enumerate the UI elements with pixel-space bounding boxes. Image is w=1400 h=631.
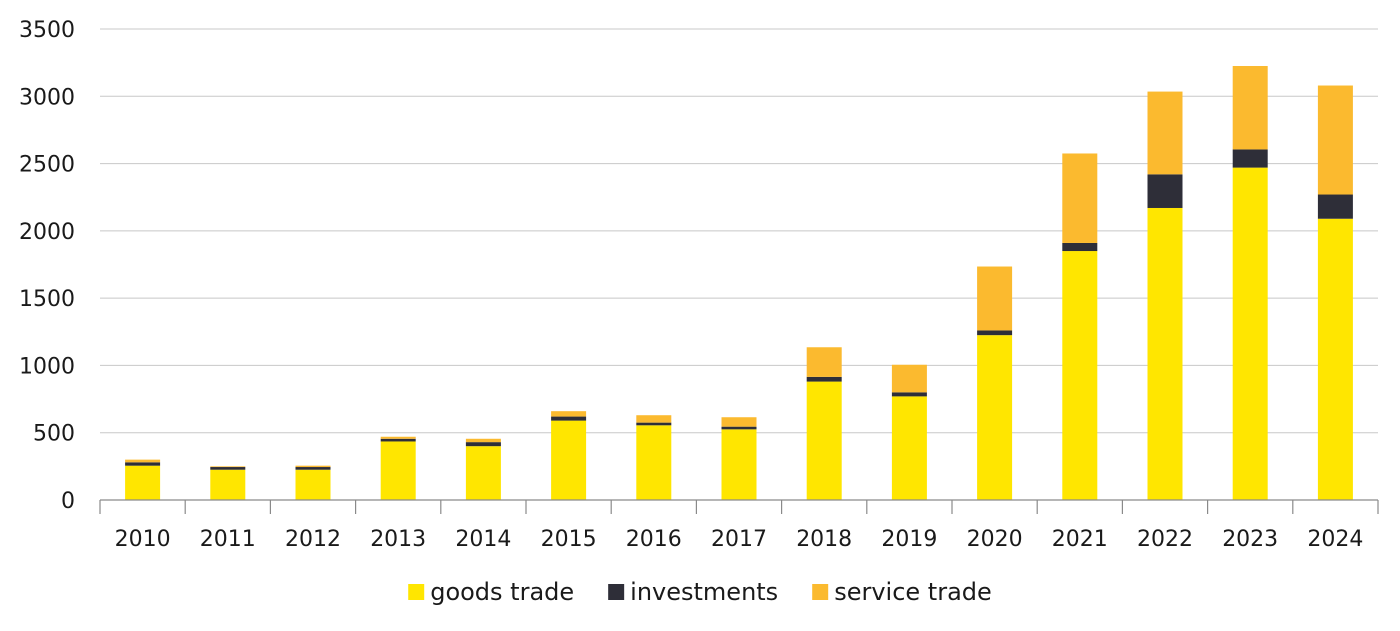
legend-label: goods trade: [430, 578, 574, 606]
bars: [125, 66, 1353, 501]
bar-service-trade-2024: [1317, 85, 1353, 195]
x-tick-label: 2013: [370, 527, 426, 552]
y-axis-tick-labels: 0 500 1000 1500 2000 2500 3000 3500: [19, 18, 75, 514]
x-tick-label: 2020: [967, 527, 1023, 552]
bar-service-trade-2010: [125, 459, 161, 463]
bar-group-2018: [806, 347, 842, 500]
bar-goods-trade-2017: [721, 429, 757, 500]
bar-investments-2021: [1062, 242, 1098, 252]
bar-group-2017: [721, 417, 757, 500]
bar-goods-trade-2012: [295, 469, 331, 500]
bar-investments-2020: [977, 330, 1013, 336]
gridlines: [100, 28, 1378, 434]
x-tick-label: 2018: [796, 527, 852, 552]
bar-investments-2016: [636, 422, 672, 426]
bar-group-2015: [551, 411, 587, 500]
y-tick-label: 1000: [19, 354, 75, 379]
bar-goods-trade-2013: [380, 441, 416, 500]
bar-investments-2023: [1232, 149, 1268, 168]
x-tick-label: 2014: [455, 527, 511, 552]
bar-service-trade-2015: [551, 411, 587, 417]
bar-service-trade-2013: [380, 436, 416, 439]
bar-group-2010: [125, 459, 161, 500]
x-tick-label: 2012: [285, 527, 341, 552]
bar-goods-trade-2020: [977, 335, 1013, 500]
bar-group-2019: [891, 364, 927, 500]
legend-label: service trade: [834, 578, 992, 606]
y-tick-label: 2500: [19, 153, 75, 178]
x-tick-label: 2024: [1307, 527, 1363, 552]
legend: goods trade investments service trade: [408, 578, 992, 606]
bar-service-trade-2019: [891, 364, 927, 393]
bar-service-trade-2012: [295, 465, 331, 468]
bar-goods-trade-2015: [551, 420, 587, 500]
bar-service-trade-2022: [1147, 91, 1183, 175]
legend-swatch-goods-trade: [408, 584, 425, 600]
bar-group-2016: [636, 415, 672, 500]
x-axis: [99, 499, 1379, 514]
x-tick-label: 2016: [626, 527, 682, 552]
x-tick-label: 2010: [115, 527, 171, 552]
y-tick-label: 2000: [19, 220, 75, 245]
y-tick-label: 3000: [19, 85, 75, 110]
bar-investments-2012: [295, 467, 331, 470]
bar-investments-2024: [1317, 194, 1353, 219]
bar-service-trade-2020: [977, 266, 1013, 331]
legend-swatch-service-trade: [812, 584, 829, 600]
bar-group-2012: [295, 465, 331, 500]
bar-investments-2018: [806, 376, 842, 382]
bar-group-2011: [210, 466, 246, 500]
y-tick-label: 500: [33, 422, 75, 447]
bar-goods-trade-2016: [636, 425, 672, 500]
bar-investments-2010: [125, 462, 161, 466]
bar-investments-2022: [1147, 174, 1183, 208]
bar-service-trade-2018: [806, 347, 842, 377]
bar-group-2024: [1317, 85, 1353, 500]
bar-goods-trade-2023: [1232, 167, 1268, 501]
legend-label: investments: [630, 578, 778, 606]
bar-goods-trade-2014: [465, 446, 501, 500]
x-tick-label: 2019: [881, 527, 937, 552]
bar-goods-trade-2024: [1317, 218, 1353, 500]
bar-investments-2019: [891, 392, 927, 397]
y-tick-label: 3500: [19, 18, 75, 43]
bar-goods-trade-2019: [891, 396, 927, 500]
bar-investments-2014: [465, 442, 501, 447]
bar-service-trade-2016: [636, 415, 672, 423]
bar-group-2014: [465, 438, 501, 500]
bar-investments-2015: [551, 416, 587, 421]
bar-service-trade-2021: [1062, 153, 1098, 243]
x-tick-label: 2015: [541, 527, 597, 552]
bar-service-trade-2011: [210, 466, 246, 468]
x-tick-label: 2022: [1137, 527, 1193, 552]
bar-group-2023: [1232, 66, 1268, 501]
bar-service-trade-2014: [465, 438, 501, 443]
x-tick-label: 2023: [1222, 527, 1278, 552]
bar-goods-trade-2018: [806, 381, 842, 500]
bar-goods-trade-2022: [1147, 207, 1183, 501]
y-tick-label: 1500: [19, 287, 75, 312]
bar-goods-trade-2011: [210, 469, 246, 500]
bar-investments-2017: [721, 426, 757, 430]
bar-service-trade-2023: [1232, 66, 1268, 150]
bar-group-2020: [977, 266, 1013, 500]
x-tick-label: 2017: [711, 527, 767, 552]
bar-investments-2011: [210, 467, 246, 470]
y-tick-label: 0: [61, 489, 75, 514]
bar-group-2013: [380, 436, 416, 500]
x-axis-tick-labels: 2010 2011 2012 2013 2014 2015 2016 2017 2018 2019…: [115, 527, 1364, 552]
x-tick-label: 2011: [200, 527, 256, 552]
bar-goods-trade-2021: [1062, 251, 1098, 500]
bar-service-trade-2017: [721, 417, 757, 427]
x-tick-label: 2021: [1052, 527, 1108, 552]
bar-group-2021: [1062, 153, 1098, 500]
bar-investments-2013: [380, 438, 416, 442]
bar-goods-trade-2010: [125, 465, 161, 500]
legend-swatch-investments: [608, 584, 625, 600]
bar-group-2022: [1147, 91, 1183, 501]
